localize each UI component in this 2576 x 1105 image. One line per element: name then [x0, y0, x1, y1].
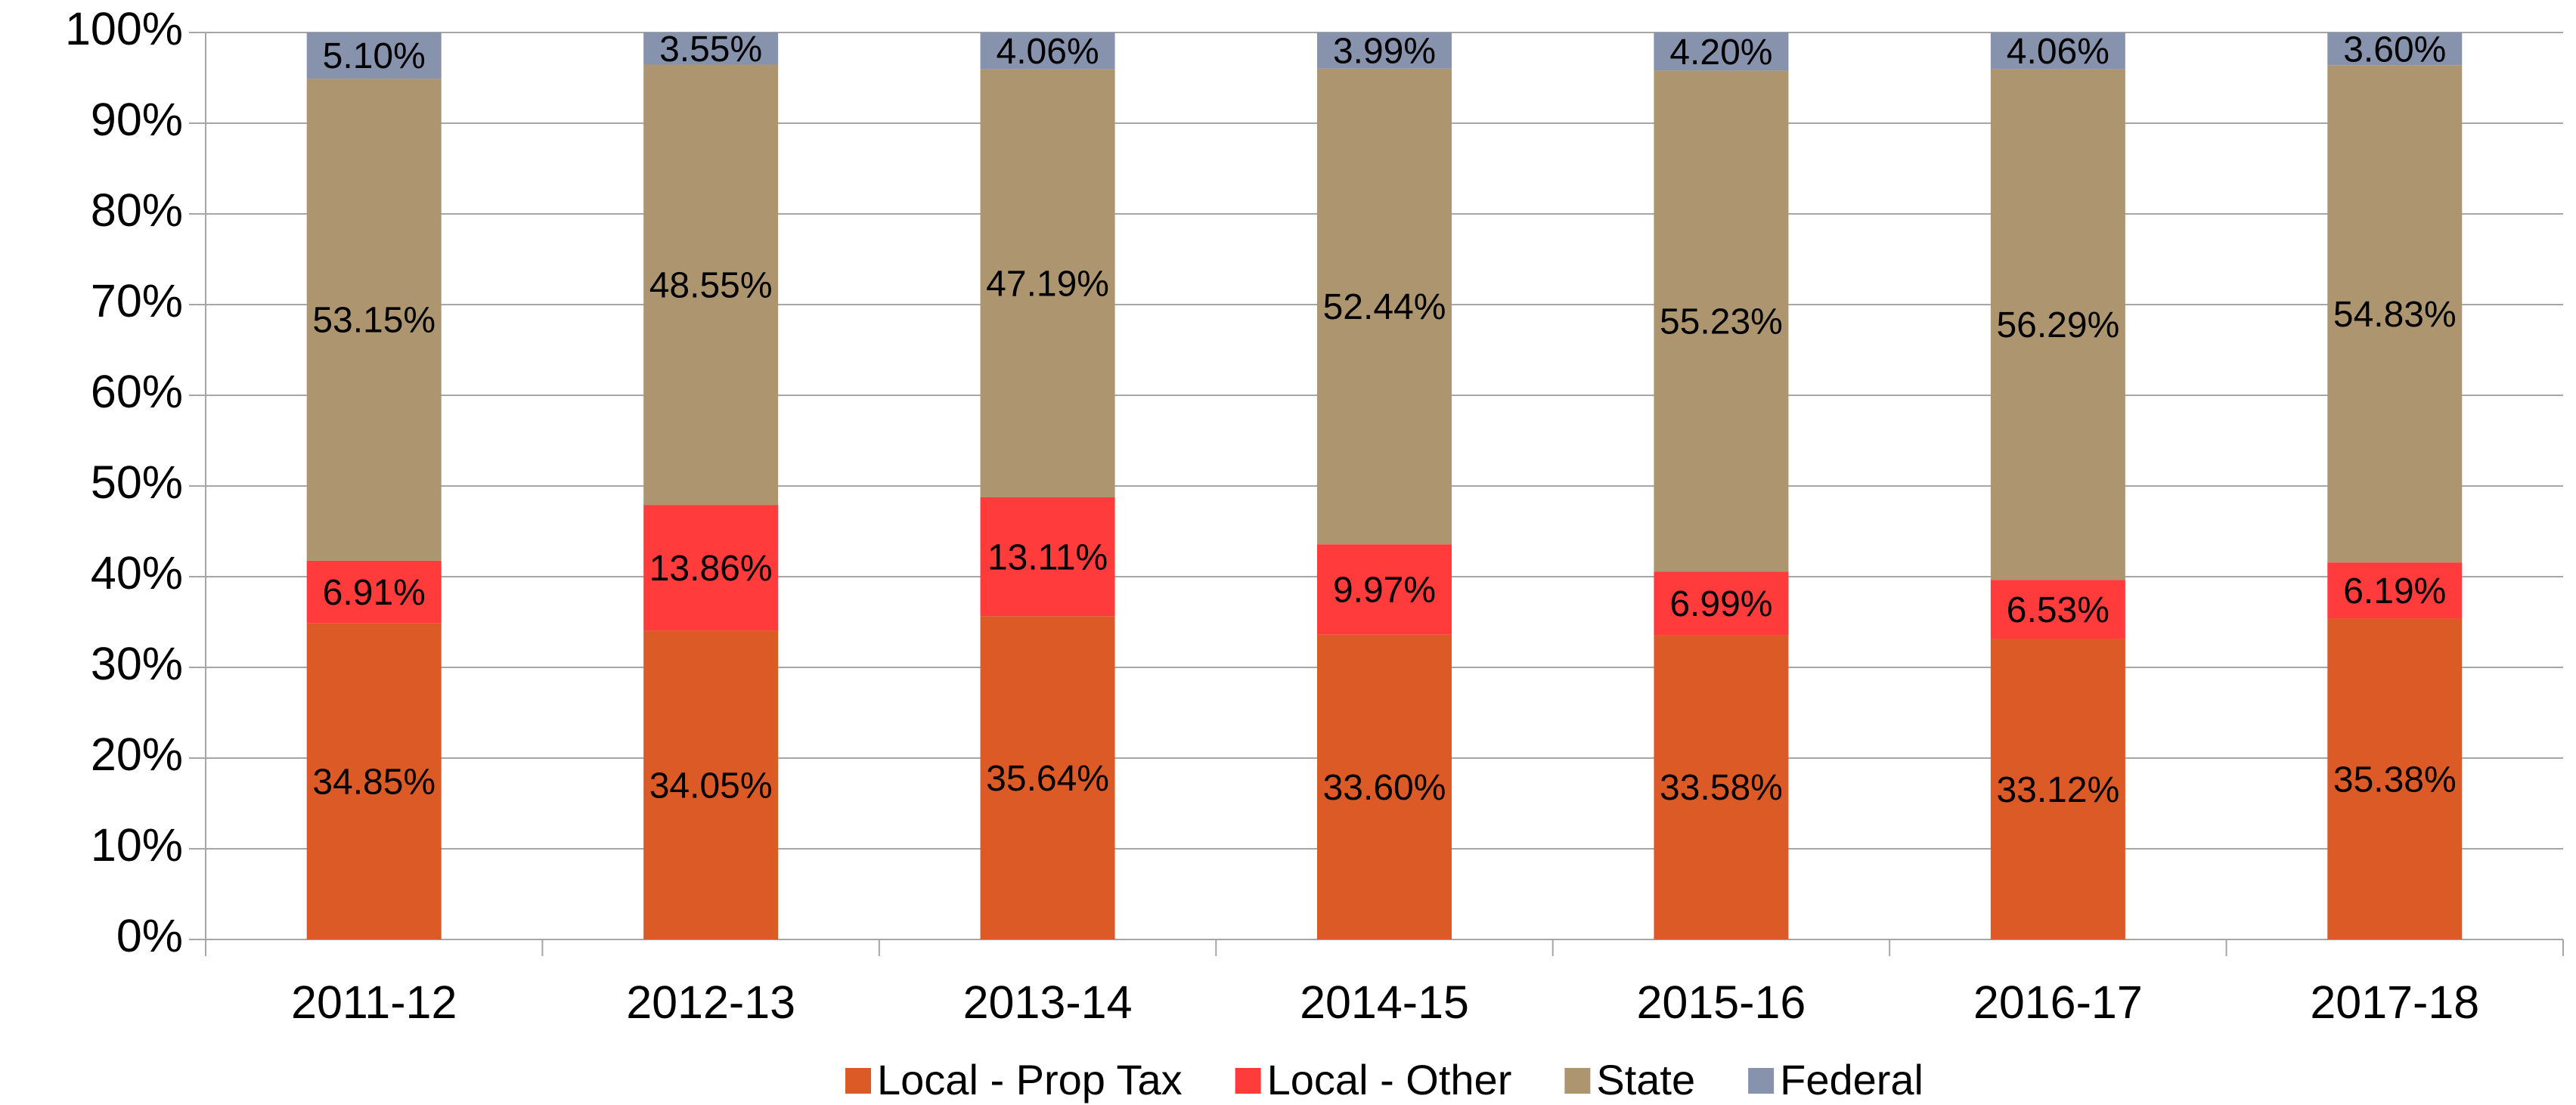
- bar-segment: [980, 497, 1115, 617]
- y-tick-label: 100%: [65, 3, 183, 54]
- data-label: 4.06%: [2007, 32, 2109, 72]
- data-label: 4.20%: [1669, 32, 1772, 73]
- x-tick-label: 2017-18: [2310, 977, 2479, 1028]
- y-tick-label: 40%: [91, 547, 183, 599]
- bar-segment: [643, 64, 779, 506]
- data-label: 6.91%: [323, 573, 426, 613]
- legend-swatch: [1564, 1068, 1591, 1094]
- bar-segment: [1990, 32, 2125, 70]
- x-tick-label: 2011-12: [291, 977, 457, 1028]
- data-label: 54.83%: [2333, 295, 2457, 335]
- bar-segment: [643, 505, 779, 631]
- bar-segment: [980, 69, 1115, 498]
- y-tick-label: 50%: [91, 457, 183, 508]
- bar-segment: [1317, 634, 1452, 939]
- bar-segment: [306, 623, 442, 939]
- bar-segment: [2327, 65, 2463, 563]
- data-label: 6.53%: [2007, 590, 2109, 630]
- legend-label: Local - Other: [1267, 1056, 1512, 1103]
- data-label: 33.60%: [1323, 768, 1446, 808]
- x-tick-label: 2015-16: [1636, 977, 1806, 1028]
- x-tick-label: 2013-14: [963, 977, 1133, 1028]
- data-label: 33.12%: [1996, 770, 2119, 810]
- data-label: 34.85%: [312, 763, 436, 803]
- data-label: 9.97%: [1333, 571, 1436, 611]
- data-label: 33.58%: [1660, 768, 1783, 808]
- bar-segment: [980, 616, 1115, 939]
- data-label: 52.44%: [1323, 287, 1446, 327]
- bar-segment: [1317, 32, 1452, 69]
- x-tick-label: 2014-15: [1300, 977, 1469, 1028]
- data-label: 48.55%: [649, 265, 773, 305]
- data-label: 3.99%: [1333, 32, 1436, 72]
- y-tick-label: 0%: [116, 910, 183, 961]
- y-tick-label: 20%: [91, 729, 183, 780]
- bar-segment: [306, 79, 442, 561]
- x-tick-label: 2016-17: [1973, 977, 2143, 1028]
- bar-segment: [1654, 32, 1789, 71]
- bar-segment: [306, 560, 442, 624]
- data-label: 3.55%: [659, 29, 762, 70]
- data-label: 55.23%: [1660, 302, 1783, 342]
- bar-segment: [2327, 618, 2463, 939]
- bar-segment: [1990, 69, 2125, 580]
- bar-segment: [2327, 562, 2463, 619]
- data-label: 35.38%: [2333, 760, 2457, 800]
- bar-segment: [643, 630, 779, 939]
- x-tick-label: 2012-13: [626, 977, 795, 1028]
- bar-segment: [1654, 571, 1789, 636]
- legend-swatch: [1235, 1068, 1261, 1094]
- legend-label: Local - Prop Tax: [877, 1056, 1183, 1103]
- bar-segment: [980, 32, 1115, 70]
- y-tick-label: 90%: [91, 94, 183, 145]
- bar-segment: [643, 32, 779, 65]
- data-label: 6.19%: [2343, 571, 2446, 611]
- bar-segment: [1654, 70, 1789, 572]
- bar-segment: [306, 32, 442, 79]
- data-label: 47.19%: [986, 265, 1109, 305]
- legend-swatch: [845, 1068, 872, 1094]
- data-label: 34.05%: [649, 766, 773, 806]
- data-label: 6.99%: [1669, 584, 1772, 624]
- bar-segment: [2327, 32, 2463, 66]
- bar-segment: [1317, 68, 1452, 545]
- data-label: 56.29%: [1996, 305, 2119, 345]
- data-label: 4.06%: [997, 32, 1099, 72]
- data-label: 35.64%: [986, 759, 1109, 799]
- data-label: 13.86%: [649, 549, 773, 589]
- data-label: 13.11%: [987, 537, 1108, 577]
- data-label: 53.15%: [312, 301, 436, 341]
- bar-segment: [1990, 639, 2125, 939]
- y-tick-label: 30%: [91, 638, 183, 689]
- legend-label: Federal: [1780, 1056, 1923, 1103]
- bar-segment: [1654, 635, 1789, 939]
- bar-segment: [1990, 580, 2125, 639]
- y-tick-label: 70%: [91, 275, 183, 327]
- data-label: 3.60%: [2343, 29, 2446, 70]
- y-tick-label: 60%: [91, 366, 183, 417]
- bar-segment: [1317, 544, 1452, 635]
- legend-swatch: [1748, 1068, 1775, 1094]
- data-label: 5.10%: [323, 36, 426, 76]
- legend-label: State: [1596, 1056, 1695, 1103]
- y-tick-label: 80%: [91, 184, 183, 236]
- y-tick-label: 10%: [91, 819, 183, 871]
